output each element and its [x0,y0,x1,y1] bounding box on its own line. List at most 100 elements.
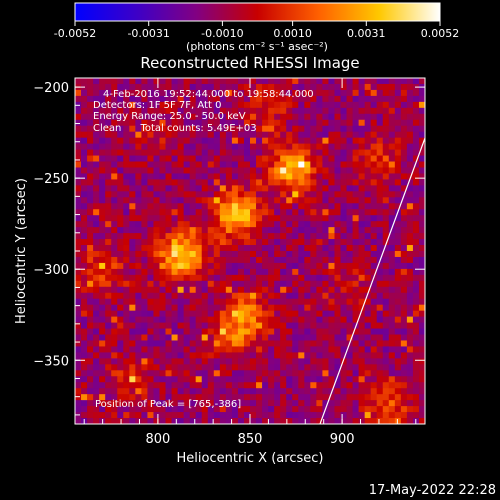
heatmap-cell [364,322,372,329]
heatmap-cell [141,340,148,347]
heatmap-cell [418,322,425,329]
heatmap-cell [382,388,390,395]
heatmap-cell [225,358,233,365]
heatmap-cell [93,328,100,335]
heatmap-cell [231,280,239,288]
heatmap-cell [358,322,366,329]
heatmap-cell [370,358,378,365]
heatmap-cell [141,173,148,180]
heatmap-cell [340,382,347,389]
heatmap-cell [159,418,166,424]
heatmap-cell [364,83,372,91]
heatmap-cell [250,233,257,240]
heatmap-cell [346,161,353,168]
heatmap-cell [358,227,366,234]
heatmap-cell [147,251,154,258]
heatmap-cell [105,304,112,312]
heatmap-cell [298,78,305,85]
heatmap-cell [274,125,281,133]
heatmap-cell [268,119,275,127]
heatmap-cell [177,203,185,210]
heatmap-cell [286,322,293,329]
heatmap-cell [340,298,347,306]
heatmap-cell [292,340,299,347]
heatmap-cell [111,370,118,377]
heatmap-cell [304,245,311,252]
heatmap-cell [334,280,341,288]
heatmap-cell [388,412,396,419]
heatmap-cell [388,173,396,180]
heatmap-cell [298,179,305,186]
heatmap-cell [298,280,305,288]
heatmap-cell [322,334,329,341]
heatmap-cell [310,418,317,424]
heatmap-cell [81,149,88,156]
heatmap-cell [376,376,384,383]
heatmap-cell [219,292,227,300]
heatmap-cell [177,382,185,389]
heatmap-cell [412,125,420,133]
heatmap-cell [231,113,239,121]
heatmap-cell [310,268,317,276]
heatmap-cell [153,274,160,282]
heatmap-cell [243,388,251,395]
heatmap-cell [75,203,82,210]
heatmap-cell [274,83,281,91]
heatmap-cell [328,245,335,252]
heatmap-cell [105,179,112,186]
heatmap-cell [147,412,154,419]
heatmap-cell [346,310,353,318]
heatmap-cell [250,328,257,335]
heatmap-cell [346,352,353,359]
heatmap-cell [195,245,203,252]
heatmap-cell [165,233,172,240]
heatmap-cell [352,280,360,288]
heatmap-cell [298,101,305,109]
heatmap-cell [292,418,299,424]
heatmap-cell [75,215,82,222]
heatmap-cell [370,167,378,174]
heatmap-cell [177,292,185,300]
heatmap-cell [129,221,136,228]
heatmap-cell [207,143,215,150]
heatmap-cell [243,155,251,162]
heatmap-cell [225,197,233,204]
heatmap-cell [189,89,197,97]
heatmap-cell [87,292,94,300]
heatmap-cell [237,298,245,306]
heatmap-cell [280,89,287,97]
heatmap-cell [243,382,251,389]
heatmap-cell [153,161,160,168]
heatmap-cell [292,412,299,419]
heatmap-cell [316,197,323,204]
heatmap-cell [105,227,112,234]
heatmap-cell [412,304,420,312]
heatmap-cell [322,376,329,383]
heatmap-cell [201,388,209,395]
heatmap-cell [243,376,251,383]
heatmap-cell [183,418,191,424]
heatmap-cell [75,155,82,162]
heatmap-cell [123,161,130,168]
heatmap-cell [159,155,166,162]
heatmap-cell [153,245,160,252]
heatmap-cell [280,292,287,300]
heatmap-cell [117,316,124,323]
heatmap-cell [292,221,299,228]
heatmap-cell [141,406,148,413]
heatmap-cell [322,322,329,329]
heatmap-cell [316,107,323,115]
heatmap-cell [195,131,203,139]
heatmap-cell [129,406,136,413]
heatmap-cell [352,119,360,127]
heatmap-cell [141,364,148,371]
heatmap-cell [328,131,335,139]
heatmap-cell [105,262,112,270]
heatmap-cell [382,310,390,318]
heatmap-cell [231,131,239,139]
heatmap-cell [75,173,82,180]
heatmap-cell [207,268,215,276]
heatmap-cell [93,310,100,318]
heatmap-cell [346,239,353,246]
heatmap-cell [340,251,347,258]
